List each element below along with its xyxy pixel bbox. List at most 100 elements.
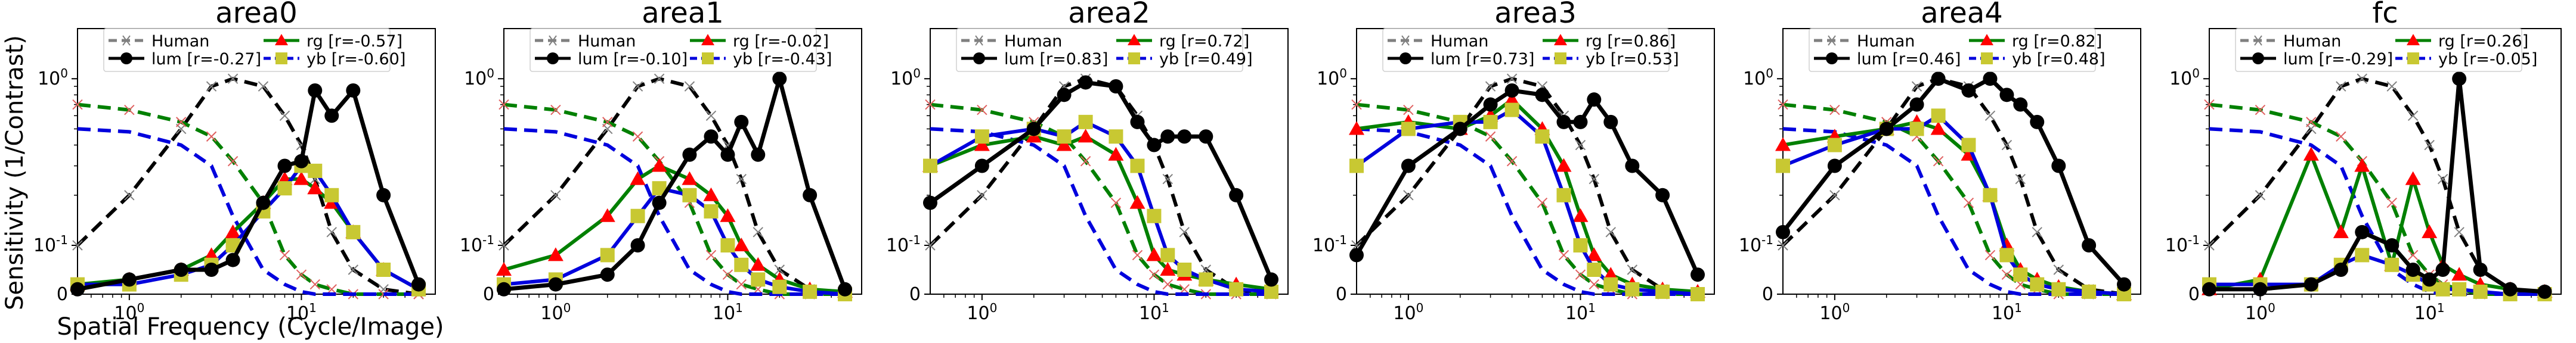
series-lum-marker: [1556, 114, 1571, 129]
series-rg-marker: [2303, 146, 2319, 161]
panel-title: fc: [2372, 0, 2398, 30]
series-rg-marker: [1078, 129, 1094, 143]
series-yb-marker: [1229, 282, 1244, 297]
series-lum-marker: [1401, 158, 1416, 173]
human-lum-marker: [1984, 110, 1996, 121]
x-axis-label: Spatial Frequency (Cycle/Image): [57, 313, 444, 341]
series-yb-marker: [682, 188, 697, 202]
legend-marker-rg: [1128, 34, 1141, 45]
legend-marker-human: [1828, 35, 1836, 46]
human-lum-marker: [1403, 190, 1414, 201]
series-lum-marker: [1349, 248, 1364, 263]
series-rg-marker: [1504, 92, 1520, 106]
series-yb-marker: [1147, 208, 1162, 223]
human-rg-marker: [1162, 279, 1173, 290]
human-lum-marker: [279, 110, 290, 121]
panel-title: area0: [215, 0, 298, 30]
legend-marker-yb: [2407, 52, 2419, 64]
series-lum-marker: [1483, 97, 1498, 112]
series-yb-marker: [2473, 284, 2488, 299]
series-yb-marker: [704, 204, 719, 219]
series-yb-marker: [1199, 272, 1213, 287]
series-lum-marker: [1147, 138, 1162, 152]
series-lum-marker: [411, 277, 426, 292]
legend-label-rg: rg [r=-0.02]: [733, 32, 829, 51]
legend-label-lum: lum [r=-0.10]: [578, 50, 688, 68]
series-lum-marker: [1057, 88, 1072, 102]
series-yb-marker: [324, 188, 339, 202]
human-rg-marker: [1485, 131, 1496, 142]
series-lum-marker: [2473, 263, 2488, 277]
series-lum-marker: [600, 267, 615, 282]
legend-label-human: Human: [151, 32, 209, 51]
series-lum-marker: [204, 263, 219, 277]
legend-frame: [956, 28, 1243, 72]
legend-frame: [1809, 28, 2096, 72]
human-rg-marker: [1558, 250, 1569, 261]
series-rg-marker: [1108, 146, 1124, 161]
series-lum-marker: [720, 147, 735, 162]
series-yb-marker: [772, 279, 787, 294]
series-yb-marker: [1999, 248, 2014, 263]
legend-label-yb: yb [r=-0.60]: [306, 50, 405, 68]
legend-marker-rg: [2407, 34, 2420, 45]
human-lum-marker: [2001, 139, 2012, 151]
human-lum-marker: [2437, 173, 2448, 185]
human-lum-marker: [925, 240, 936, 251]
series-lum-marker: [1573, 114, 1588, 129]
series-lum-marker: [923, 195, 937, 210]
legend-label-human: Human: [2283, 32, 2341, 51]
series-yb-marker: [974, 129, 989, 144]
series-rg-marker: [307, 180, 323, 195]
series-yb-marker: [1483, 114, 1498, 129]
human-lum-marker: [1829, 190, 1840, 201]
series-lum-marker: [1264, 272, 1279, 287]
y-tick-label: 100: [464, 66, 494, 89]
human-lum-marker: [1485, 81, 1496, 92]
series-yb-marker: [1587, 263, 1602, 277]
series-yb-marker: [1401, 121, 1416, 136]
series-yb-marker: [1130, 158, 1145, 173]
series-lum-marker: [174, 263, 188, 277]
series-lum-marker: [2452, 71, 2467, 86]
human-lum-marker: [2053, 264, 2064, 275]
series-lum-marker: [1130, 114, 1145, 129]
series-lum-marker: [256, 195, 271, 210]
series-lum-marker: [1078, 75, 1093, 90]
series-lum-marker: [2503, 282, 2518, 297]
series-yb-marker: [1931, 108, 1946, 123]
series-rg-marker: [225, 224, 241, 238]
series-lum-marker: [974, 158, 989, 173]
series-rg-marker: [293, 171, 309, 185]
y-tick-label: 10-1: [1312, 233, 1347, 256]
human-rg-marker: [124, 104, 135, 116]
series-yb-marker: [1504, 102, 1519, 117]
human-rg-marker: [2336, 131, 2346, 142]
y-tick-label: 0: [2188, 284, 2200, 305]
human-lum-marker: [2204, 240, 2215, 251]
human-rg-marker: [1080, 155, 1091, 167]
human-rg-marker: [977, 104, 987, 116]
legend-marker-lum: [1400, 52, 1411, 64]
series-lum-marker: [772, 71, 787, 86]
series-lum-line: [77, 85, 421, 292]
human-rg-marker: [1148, 269, 1160, 280]
human-lum-marker: [2386, 81, 2397, 92]
series-lum-marker: [1109, 79, 1123, 94]
human-rg-marker: [1984, 250, 1996, 261]
series-yb-marker: [2452, 282, 2467, 297]
x-tick-label: 100: [2245, 301, 2275, 324]
legend-label-yb: yb [r=0.49]: [1159, 50, 1253, 68]
human-lum-marker: [1589, 173, 1599, 185]
series-yb-marker: [803, 284, 818, 299]
series-lum-marker: [346, 83, 361, 98]
human-lum-marker: [258, 81, 269, 92]
series-lum-marker: [2537, 284, 2552, 299]
human-lum-marker: [1778, 240, 1788, 251]
legend-marker-human: [549, 35, 557, 46]
series-lum-line: [928, 80, 1274, 280]
legend-label-lum: lum [r=0.83]: [1004, 50, 1108, 68]
